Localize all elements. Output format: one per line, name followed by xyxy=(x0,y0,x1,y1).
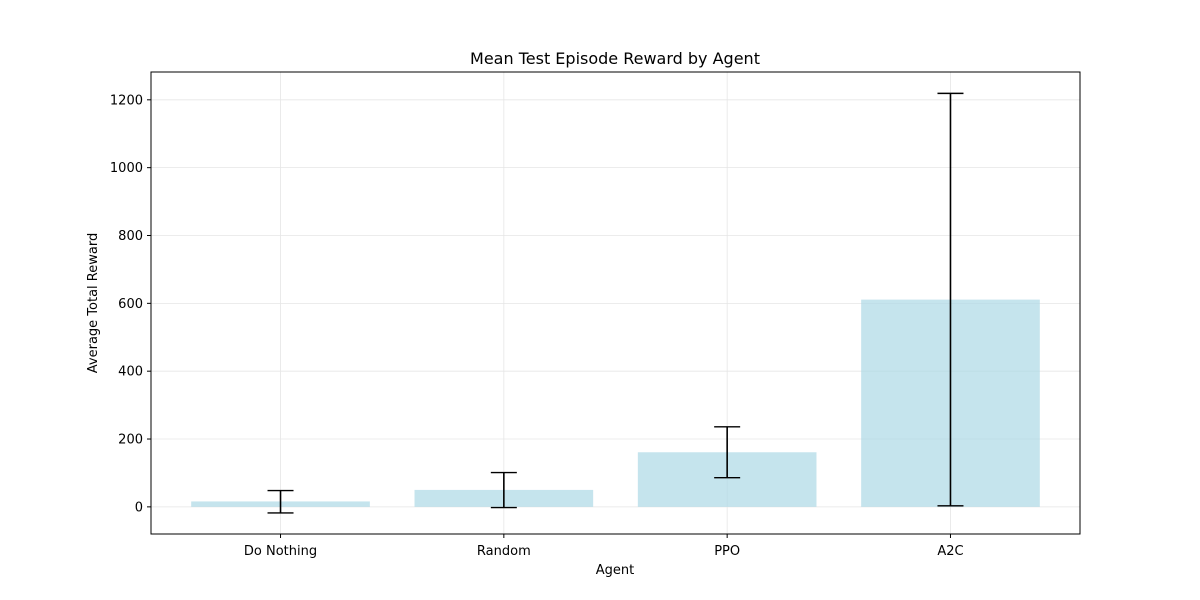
y-tick-label: 800 xyxy=(118,229,143,244)
bars xyxy=(191,299,1040,507)
x-tick-label: PPO xyxy=(714,544,740,559)
x-axis-label: Agent xyxy=(596,563,634,578)
y-tick-label: 0 xyxy=(135,500,143,515)
error-bars xyxy=(267,92,964,514)
x-tick-label: Random xyxy=(477,544,531,559)
y-tick-label: 600 xyxy=(118,297,143,312)
y-tick-label: 1200 xyxy=(110,93,143,108)
y-tick-label: 400 xyxy=(118,365,143,380)
y-tick-label: 1000 xyxy=(110,161,143,176)
x-tick-label: Do Nothing xyxy=(244,544,317,559)
y-tick-label: 200 xyxy=(118,433,143,448)
x-axis-ticks: Do Nothing Random PPO A2C xyxy=(244,534,964,559)
x-tick-label: A2C xyxy=(937,544,963,559)
y-axis-label: Average Total Reward xyxy=(86,233,101,373)
chart-title: Mean Test Episode Reward by Agent xyxy=(470,49,760,68)
y-axis-ticks: 0 200 400 600 800 1000 1200 xyxy=(110,93,151,515)
